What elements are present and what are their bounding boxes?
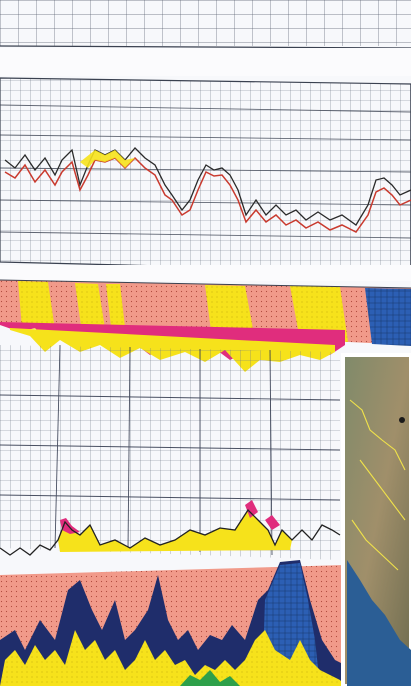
green-strip [180, 670, 240, 686]
black-trace [4, 147, 411, 226]
blank-strip [0, 48, 411, 76]
map-sea [347, 560, 411, 686]
lower-grid-section [0, 344, 341, 560]
yellow-peaks [0, 630, 345, 686]
gap-strip [0, 265, 411, 281]
satellite-map-icon [341, 353, 411, 686]
map-pin-icon [399, 417, 405, 423]
red-trace [4, 156, 411, 233]
top-grid-band [0, 0, 411, 49]
map-border-lines [349, 399, 406, 571]
yellow-fill [80, 150, 135, 168]
lower-trace [0, 508, 341, 556]
trace-grid-section [0, 77, 411, 273]
bottom-strata [0, 560, 345, 686]
